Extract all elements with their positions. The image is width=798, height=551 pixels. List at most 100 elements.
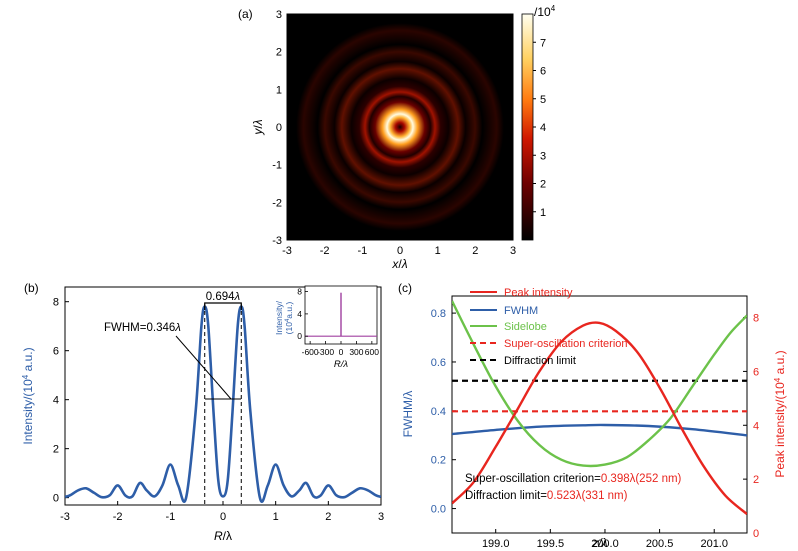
propagation-x-tick-label: 201.0 xyxy=(700,538,728,550)
propagation-left-tick-label: 0.4 xyxy=(431,406,446,418)
profile-y-tick-label: 4 xyxy=(53,395,59,407)
intensity-profile-line xyxy=(65,305,381,503)
inset-x-tick-label: 600 xyxy=(365,347,379,357)
diffraction-note: Diffraction limit=0.523λ(331 nm) xyxy=(465,490,628,502)
legend: Peak intensity FWHM Sidelobe Super-oscil… xyxy=(470,287,628,367)
profile-x-tick-label: 1 xyxy=(273,511,279,523)
legend-label-fwhm: FWHM xyxy=(504,305,538,317)
propagation-x-tick-label: 200.5 xyxy=(646,538,674,550)
legend-label-soc: Super-oscillation criterion xyxy=(504,338,628,350)
heatmap-x-tick-label: 0 xyxy=(397,245,403,257)
heatmap-x-tick-label: -3 xyxy=(282,245,292,257)
heatmap-y-tick-label: 1 xyxy=(276,84,282,96)
propagation-x-tick-label: 199.5 xyxy=(537,538,565,550)
inset-x-tick-label: 300 xyxy=(349,347,363,357)
profile-y-axis-label: Intensity/(104 a.u.) xyxy=(21,347,35,444)
profile-y-tick-label: 0 xyxy=(53,493,59,505)
propagation-left-tick-label: 0.2 xyxy=(431,455,446,467)
legend-label-peak: Peak intensity xyxy=(504,287,573,299)
inset-x-tick-label: -300 xyxy=(317,347,334,357)
criterion-note: Super-oscillation criterion=0.398λ(252 n… xyxy=(465,473,682,485)
profile-x-tick-label: 2 xyxy=(325,511,331,523)
propagation-x-tick-label: 200.0 xyxy=(591,538,619,550)
inset-y-tick-label: 0 xyxy=(297,331,302,341)
profile-y-tick-label: 8 xyxy=(53,297,59,309)
propagation-right-tick-label: 2 xyxy=(753,474,759,486)
inset-x-axis-label: R/λ xyxy=(334,359,349,370)
inset-y-tick-label: 4 xyxy=(297,309,302,319)
profile-y-tick-label: 2 xyxy=(53,444,59,456)
heatmap-x-ticks: -3 -2 -1 0 1 2 3 xyxy=(282,236,516,257)
fwhm-label: FWHM=0.346λ xyxy=(104,322,181,334)
heatmap-y-tick-label: -1 xyxy=(272,160,282,172)
propagation-right-axis-label: Peak intensity/(104 a.u.) xyxy=(773,350,787,477)
inset-y-axis-label-line1: Intensity/ xyxy=(274,300,284,335)
colorbar-tick-label: 6 xyxy=(540,66,546,78)
heatmap-x-tick-label: 2 xyxy=(472,245,478,257)
propagation-right-tick-label: 8 xyxy=(753,313,759,325)
peak-spacing-bracket xyxy=(204,302,242,310)
inset-y-ticks: 0 4 8 xyxy=(297,287,308,341)
panel-c-label: (c) xyxy=(398,281,412,295)
panel-a-label: (a) xyxy=(238,7,253,21)
peak-intensity-curve xyxy=(452,321,747,516)
heatmap-y-tick-label: -2 xyxy=(272,197,282,209)
profile-y-ticks: 0 2 4 6 8 xyxy=(53,297,69,505)
profile-x-tick-label: -1 xyxy=(165,511,175,523)
profile-x-axis-label: R/λ xyxy=(214,529,232,543)
propagation-left-tick-label: 0.0 xyxy=(431,504,446,516)
sidelobe-curve xyxy=(452,300,747,468)
inset-y-axis-label-line2: (104a.u.) xyxy=(284,302,294,335)
propagation-plot-frame xyxy=(451,295,748,534)
propagation-left-tick-label: 0.6 xyxy=(431,357,446,369)
colorbar-tick-label: 3 xyxy=(540,150,546,162)
fwhm-pointer-1 xyxy=(175,335,219,385)
colorbar xyxy=(521,13,534,241)
profile-x-tick-label: -3 xyxy=(60,511,70,523)
legend-label-sidelobe: Sidelobe xyxy=(504,321,547,333)
heatmap-x-tick-label: 1 xyxy=(435,245,441,257)
peak-spacing-label: 0.694λ xyxy=(206,291,241,303)
propagation-right-tick-label: 6 xyxy=(753,366,759,378)
colorbar-tick-label: 7 xyxy=(540,37,546,49)
colorbar-tick-label: 2 xyxy=(540,179,546,191)
propagation-x-axis-label: z/λ xyxy=(591,536,607,550)
legend-label-dl: Diffraction limit xyxy=(504,355,576,367)
inset-x-ticks: -600-300 0 300 600 xyxy=(302,341,379,357)
profile-y-tick-label: 6 xyxy=(53,346,59,358)
heatmap xyxy=(287,14,513,240)
colorbar-tick-label: 5 xyxy=(540,94,546,106)
propagation-x-ticks: 199.0 199.5 200.0 200.5 201.0 xyxy=(482,529,728,550)
propagation-x-tick-label: 199.0 xyxy=(482,538,510,550)
heatmap-y-tick-label: 3 xyxy=(276,9,282,21)
heatmap-y-tick-label: 0 xyxy=(276,122,282,134)
heatmap-x-tick-label: -1 xyxy=(357,245,367,257)
inset-x-tick-label: 0 xyxy=(339,347,344,357)
fwhm-pointer-2 xyxy=(217,383,232,400)
colorbar-ticks: 1 2 3 4 5 6 7 xyxy=(533,37,546,219)
heatmap-y-tick-label: 2 xyxy=(276,47,282,59)
colorbar-tick-label: 1 xyxy=(540,207,546,219)
heatmap-y-tick-label: -3 xyxy=(272,235,282,247)
profile-x-ticks: -3 -2 -1 0 1 2 3 xyxy=(60,501,384,523)
inset-y-tick-label: 8 xyxy=(297,287,302,297)
fwhm-curve xyxy=(452,423,747,437)
propagation-right-tick-label: 0 xyxy=(753,528,759,540)
heatmap-x-tick-label: 3 xyxy=(510,245,516,257)
heatmap-y-axis-label: y/λ xyxy=(251,119,265,135)
profile-x-tick-label: -2 xyxy=(113,511,123,523)
panel-b-label: (b) xyxy=(24,281,39,295)
profile-x-tick-label: 0 xyxy=(220,511,226,523)
colorbar-title: /104 xyxy=(534,4,556,19)
profile-x-tick-label: 3 xyxy=(378,511,384,523)
propagation-left-axis-label: FWHM/λ xyxy=(401,391,415,438)
propagation-right-ticks: 0 2 4 6 8 xyxy=(743,313,759,540)
heatmap-x-tick-label: -2 xyxy=(320,245,330,257)
propagation-left-ticks: 0.0 0.2 0.4 0.6 0.8 xyxy=(431,308,456,516)
propagation-series xyxy=(452,300,747,516)
colorbar-tick-label: 4 xyxy=(540,122,546,134)
propagation-right-tick-label: 4 xyxy=(753,420,759,432)
propagation-left-tick-label: 0.8 xyxy=(431,308,446,320)
inset-x-tick-label: -600 xyxy=(302,347,319,357)
